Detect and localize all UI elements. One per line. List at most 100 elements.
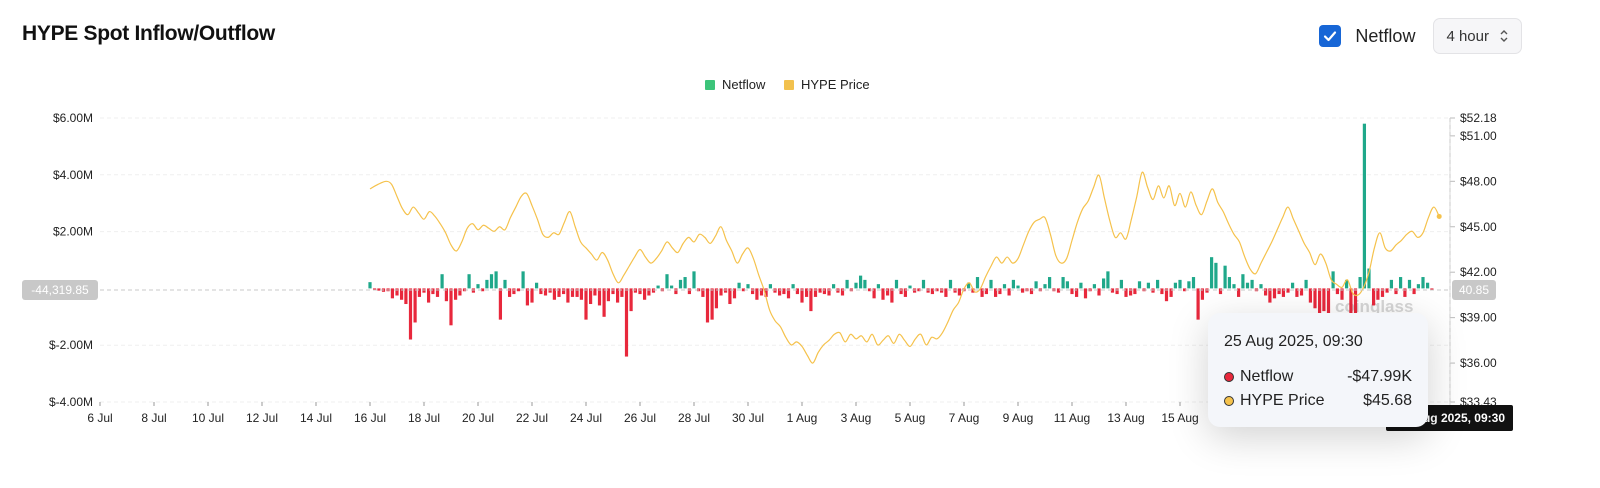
netflow-bar [1344,279,1349,289]
tooltip-title: 25 Aug 2025, 09:30 [1224,333,1363,350]
netflow-bar [867,288,872,292]
netflow-bar [948,279,953,289]
netflow-bar [1407,279,1412,289]
left-tick-label: $-2.00M [49,338,93,352]
netflow-bar [966,282,971,289]
netflow-bar [984,288,989,295]
netflow-bar [980,288,984,297]
netflow-bar [836,288,840,293]
netflow-bar [606,288,611,302]
netflow-bar [845,279,849,289]
netflow-bar [471,288,476,293]
netflow-bar [773,288,777,293]
netflow-bar [953,288,957,293]
netflow-bar [552,288,557,300]
right-tick-label: $45.00 [1460,220,1497,234]
x-tick-label: 9 Aug [1003,411,1034,425]
interval-select[interactable]: 4 hour [1433,18,1522,54]
netflow-bar [912,288,917,293]
x-tick-label: 6 Jul [87,411,112,425]
right-tick-label: $39.00 [1460,311,1497,325]
netflow-bar [1205,288,1209,293]
netflow-bar [1097,288,1101,296]
netflow-bar [1385,288,1389,293]
netflow-bar [890,288,894,303]
netflow-bar [453,288,458,300]
x-tick-label: 18 Jul [408,411,440,425]
left-tick-label: $-4.00M [49,395,93,409]
netflow-bar [1110,288,1115,293]
netflow-bar [1043,284,1047,289]
netflow-bars [368,123,1434,357]
netflow-bar [993,288,998,297]
netflow-bar [746,284,750,289]
netflow-bar [1335,288,1340,295]
netflow-checkbox[interactable] [1319,25,1342,47]
netflow-bar [368,282,372,289]
page-title: HYPE Spot Inflow/Outflow [22,22,275,45]
netflow-bar [395,288,399,296]
netflow-bar [1079,282,1083,289]
netflow-bar [1137,281,1142,289]
netflow-bar [525,288,530,306]
netflow-bar [426,288,431,303]
netflow-bar [597,288,602,306]
netflow-bar [786,288,791,299]
netflow-bar [476,284,480,289]
netflow-bar [575,288,579,297]
netflow-bar [651,288,656,293]
legend-price-label[interactable]: HYPE Price [801,77,870,92]
crosshair-right-label: 40.85 [1459,283,1489,297]
x-tick-label: 1 Aug [787,411,818,425]
netflow-bar [899,288,903,295]
netflow-bar [737,282,741,289]
netflow-bar [710,288,714,320]
netflow-bar [957,288,962,296]
netflow-bar [480,288,485,292]
right-tick-label: $42.00 [1460,265,1497,279]
netflow-bar [1223,265,1227,289]
netflow-bar [1092,284,1097,289]
netflow-bar [494,271,498,289]
netflow-bar [530,288,534,303]
netflow-bar [1389,279,1394,289]
netflow-bar [1272,288,1277,299]
tooltip-netflow-value: -$47.99K [1347,368,1412,385]
netflow-bar [1034,281,1038,289]
netflow-bar [831,284,836,289]
x-tick-label: 26 Jul [624,411,656,425]
x-tick-label: 24 Jul [570,411,602,425]
netflow-bar [408,288,413,340]
netflow-checkbox-label[interactable]: Netflow [1355,25,1416,46]
netflow-bar [1074,288,1079,297]
x-tick-label: 8 Jul [141,411,166,425]
chart-controls: Netflow 4 hour [1319,18,1522,54]
netflow-bar [444,288,449,302]
legend-price-swatch [784,80,794,90]
netflow-bar [1187,281,1191,289]
netflow-bar [1133,288,1137,295]
legend-netflow-label[interactable]: Netflow [722,77,766,92]
netflow-bar [741,288,746,292]
netflow-bar [431,288,435,295]
netflow-bar [588,288,593,305]
netflow-bar [1002,284,1007,289]
netflow-bar [1182,288,1187,292]
chart-tooltip: 25 Aug 2025, 09:30 Netflow -$47.99K HYPE… [1208,313,1428,427]
check-icon [1324,31,1337,42]
netflow-bar [701,288,705,297]
netflow-bar [1128,288,1133,296]
netflow-bar [566,288,570,303]
netflow-bar [1412,288,1416,295]
right-tick-label: $51.00 [1460,129,1497,143]
netflow-bar [1398,277,1403,289]
netflow-bar [840,288,845,296]
netflow-bar [800,288,804,303]
netflow-bar [602,288,606,317]
netflow-bar [683,277,687,289]
netflow-bar [885,288,890,296]
netflow-bar [1020,288,1025,293]
netflow-bar [1304,279,1308,289]
netflow-bar [593,288,597,296]
netflow-bar [804,288,809,297]
